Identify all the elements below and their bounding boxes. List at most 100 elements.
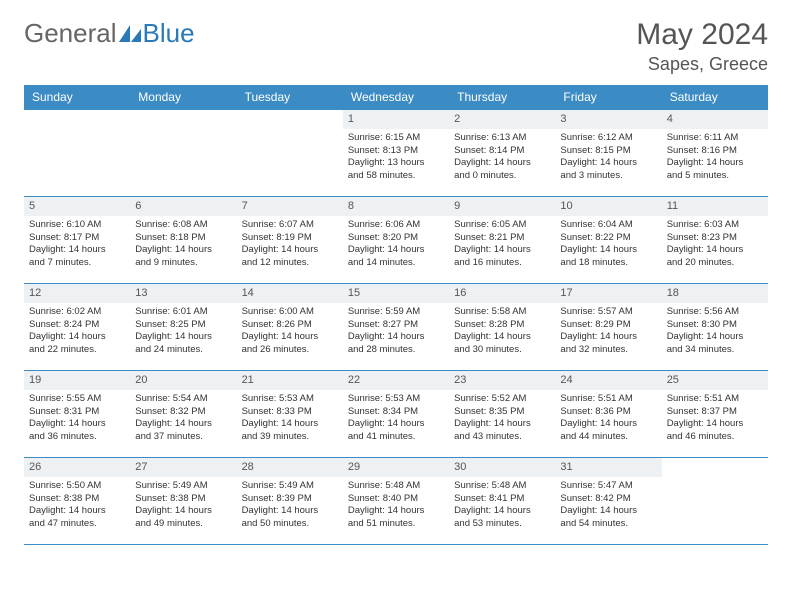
day-detail-line: Daylight: 14 hours [242,505,338,518]
day-cell: 31Sunrise: 5:47 AMSunset: 8:42 PMDayligh… [555,458,661,544]
day-detail-line: and 50 minutes. [242,518,338,531]
week-row: 19Sunrise: 5:55 AMSunset: 8:31 PMDayligh… [24,370,768,457]
day-detail-line: Sunrise: 6:08 AM [135,219,231,232]
day-header-row: Sunday Monday Tuesday Wednesday Thursday… [24,85,768,109]
day-header-fri: Friday [555,85,661,109]
day-detail-line: and 12 minutes. [242,257,338,270]
day-cell: 27Sunrise: 5:49 AMSunset: 8:38 PMDayligh… [130,458,236,544]
day-cell: 17Sunrise: 5:57 AMSunset: 8:29 PMDayligh… [555,284,661,370]
day-number: 18 [662,284,768,303]
day-number: 7 [237,197,343,216]
day-detail-line: Daylight: 14 hours [667,157,763,170]
day-detail-line: Daylight: 14 hours [667,331,763,344]
day-number: 29 [343,458,449,477]
sail-icon [119,25,141,43]
day-detail-line: Sunset: 8:27 PM [348,319,444,332]
day-detail-line: Sunset: 8:35 PM [454,406,550,419]
day-detail-line: and 54 minutes. [560,518,656,531]
day-number: 22 [343,371,449,390]
day-detail-line: Sunrise: 6:00 AM [242,306,338,319]
day-number: 17 [555,284,661,303]
day-number: 12 [24,284,130,303]
day-detail-line: and 30 minutes. [454,344,550,357]
day-cell [662,458,768,544]
day-detail-line: and 0 minutes. [454,170,550,183]
day-cell: 29Sunrise: 5:48 AMSunset: 8:40 PMDayligh… [343,458,449,544]
day-detail-line: Sunset: 8:23 PM [667,232,763,245]
day-detail-line: and 22 minutes. [29,344,125,357]
day-detail-line: Sunset: 8:41 PM [454,493,550,506]
day-detail-line: and 44 minutes. [560,431,656,444]
day-number: 1 [343,110,449,129]
day-header-thu: Thursday [449,85,555,109]
week-row: 5Sunrise: 6:10 AMSunset: 8:17 PMDaylight… [24,196,768,283]
day-detail-line: Sunset: 8:33 PM [242,406,338,419]
day-detail-line: Daylight: 14 hours [135,244,231,257]
day-detail-line: Sunrise: 5:51 AM [667,393,763,406]
day-cell: 26Sunrise: 5:50 AMSunset: 8:38 PMDayligh… [24,458,130,544]
day-detail-line: Sunrise: 5:50 AM [29,480,125,493]
day-detail-line: Sunrise: 5:58 AM [454,306,550,319]
day-detail-line: and 37 minutes. [135,431,231,444]
day-detail-line: and 36 minutes. [29,431,125,444]
day-detail-line: Sunrise: 6:07 AM [242,219,338,232]
day-detail-line: Sunrise: 5:52 AM [454,393,550,406]
day-detail-line: and 20 minutes. [667,257,763,270]
day-detail-line: and 47 minutes. [29,518,125,531]
day-cell: 6Sunrise: 6:08 AMSunset: 8:18 PMDaylight… [130,197,236,283]
day-detail-line: Sunrise: 6:13 AM [454,132,550,145]
day-number: 2 [449,110,555,129]
day-number: 4 [662,110,768,129]
day-cell: 14Sunrise: 6:00 AMSunset: 8:26 PMDayligh… [237,284,343,370]
day-detail-line: Daylight: 13 hours [348,157,444,170]
day-detail-line: Sunset: 8:15 PM [560,145,656,158]
day-number: 26 [24,458,130,477]
day-detail-line: and 26 minutes. [242,344,338,357]
day-cell: 16Sunrise: 5:58 AMSunset: 8:28 PMDayligh… [449,284,555,370]
day-cell: 25Sunrise: 5:51 AMSunset: 8:37 PMDayligh… [662,371,768,457]
day-header-tue: Tuesday [237,85,343,109]
day-cell: 3Sunrise: 6:12 AMSunset: 8:15 PMDaylight… [555,110,661,196]
logo: General Blue [24,18,195,49]
logo-text-2: Blue [143,18,195,49]
day-detail-line: Sunset: 8:28 PM [454,319,550,332]
day-number: 10 [555,197,661,216]
day-cell: 8Sunrise: 6:06 AMSunset: 8:20 PMDaylight… [343,197,449,283]
day-detail-line: Sunrise: 6:06 AM [348,219,444,232]
day-detail-line: Sunset: 8:39 PM [242,493,338,506]
day-detail-line: Daylight: 14 hours [454,505,550,518]
day-number: 19 [24,371,130,390]
day-detail-line: Sunset: 8:37 PM [667,406,763,419]
day-cell: 4Sunrise: 6:11 AMSunset: 8:16 PMDaylight… [662,110,768,196]
day-detail-line: Daylight: 14 hours [242,418,338,431]
day-detail-line: Daylight: 14 hours [454,418,550,431]
header: General Blue May 2024 Sapes, Greece [24,18,768,75]
day-detail-line: Sunrise: 5:48 AM [454,480,550,493]
day-cell: 23Sunrise: 5:52 AMSunset: 8:35 PMDayligh… [449,371,555,457]
day-cell: 20Sunrise: 5:54 AMSunset: 8:32 PMDayligh… [130,371,236,457]
day-detail-line: Sunset: 8:25 PM [135,319,231,332]
day-number: 15 [343,284,449,303]
day-detail-line: and 51 minutes. [348,518,444,531]
day-cell: 22Sunrise: 5:53 AMSunset: 8:34 PMDayligh… [343,371,449,457]
day-number: 3 [555,110,661,129]
day-detail-line: Daylight: 14 hours [135,418,231,431]
day-detail-line: Sunrise: 5:51 AM [560,393,656,406]
day-detail-line: and 24 minutes. [135,344,231,357]
day-cell [130,110,236,196]
day-detail-line: Sunrise: 6:01 AM [135,306,231,319]
day-number: 20 [130,371,236,390]
day-cell: 9Sunrise: 6:05 AMSunset: 8:21 PMDaylight… [449,197,555,283]
day-number: 11 [662,197,768,216]
day-number: 13 [130,284,236,303]
day-number: 28 [237,458,343,477]
day-detail-line: Sunrise: 5:55 AM [29,393,125,406]
day-detail-line: Sunset: 8:19 PM [242,232,338,245]
day-detail-line: Daylight: 14 hours [348,418,444,431]
day-detail-line: Sunrise: 5:57 AM [560,306,656,319]
day-cell: 12Sunrise: 6:02 AMSunset: 8:24 PMDayligh… [24,284,130,370]
day-detail-line: Daylight: 14 hours [560,157,656,170]
day-detail-line: and 43 minutes. [454,431,550,444]
day-number: 6 [130,197,236,216]
day-detail-line: Sunset: 8:29 PM [560,319,656,332]
